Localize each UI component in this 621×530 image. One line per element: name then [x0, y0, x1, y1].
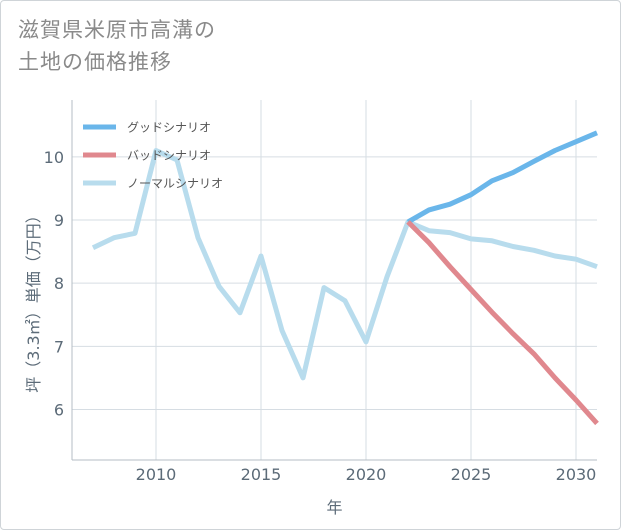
grid-lines — [72, 100, 597, 460]
x-axis-title: 年 — [326, 498, 342, 517]
chart-title: 滋賀県米原市高溝の 土地の価格推移 — [18, 14, 216, 78]
axes — [71, 100, 597, 461]
legend-label-0: グッドシナリオ — [127, 121, 211, 135]
y-tick-label-10: 10 — [44, 148, 64, 167]
legend-label-2: ノーマルシナリオ — [127, 177, 223, 191]
y-tick-label-9: 9 — [54, 211, 64, 230]
y-tick-label-8: 8 — [54, 274, 64, 293]
x-tick-label-2010: 2010 — [136, 465, 177, 484]
y-tick-label-6: 6 — [54, 400, 64, 419]
series-line-1 — [406, 220, 599, 426]
series-lines — [91, 130, 599, 426]
legend-label-1: バッドシナリオ — [127, 149, 211, 163]
y-axis-title: 坪（3.3㎡）単価（万円） — [24, 207, 43, 392]
x-tick-label-2025: 2025 — [451, 465, 492, 484]
x-tick-label-2020: 2020 — [346, 465, 387, 484]
x-tick-label-2015: 2015 — [241, 465, 282, 484]
x-tick-label-2030: 2030 — [556, 465, 597, 484]
chart-title-line1: 滋賀県米原市高溝の — [18, 18, 216, 42]
series-line-0 — [406, 130, 598, 225]
axis-labels: 2010 2015 2020 2025 2030 6 7 8 9 10 年 坪（3.3㎡）単価（万円） — [24, 148, 596, 517]
chart-title-line2: 土地の価格推移 — [18, 50, 172, 74]
y-tick-label-7: 7 — [54, 337, 64, 356]
series-line-2 — [91, 148, 598, 381]
